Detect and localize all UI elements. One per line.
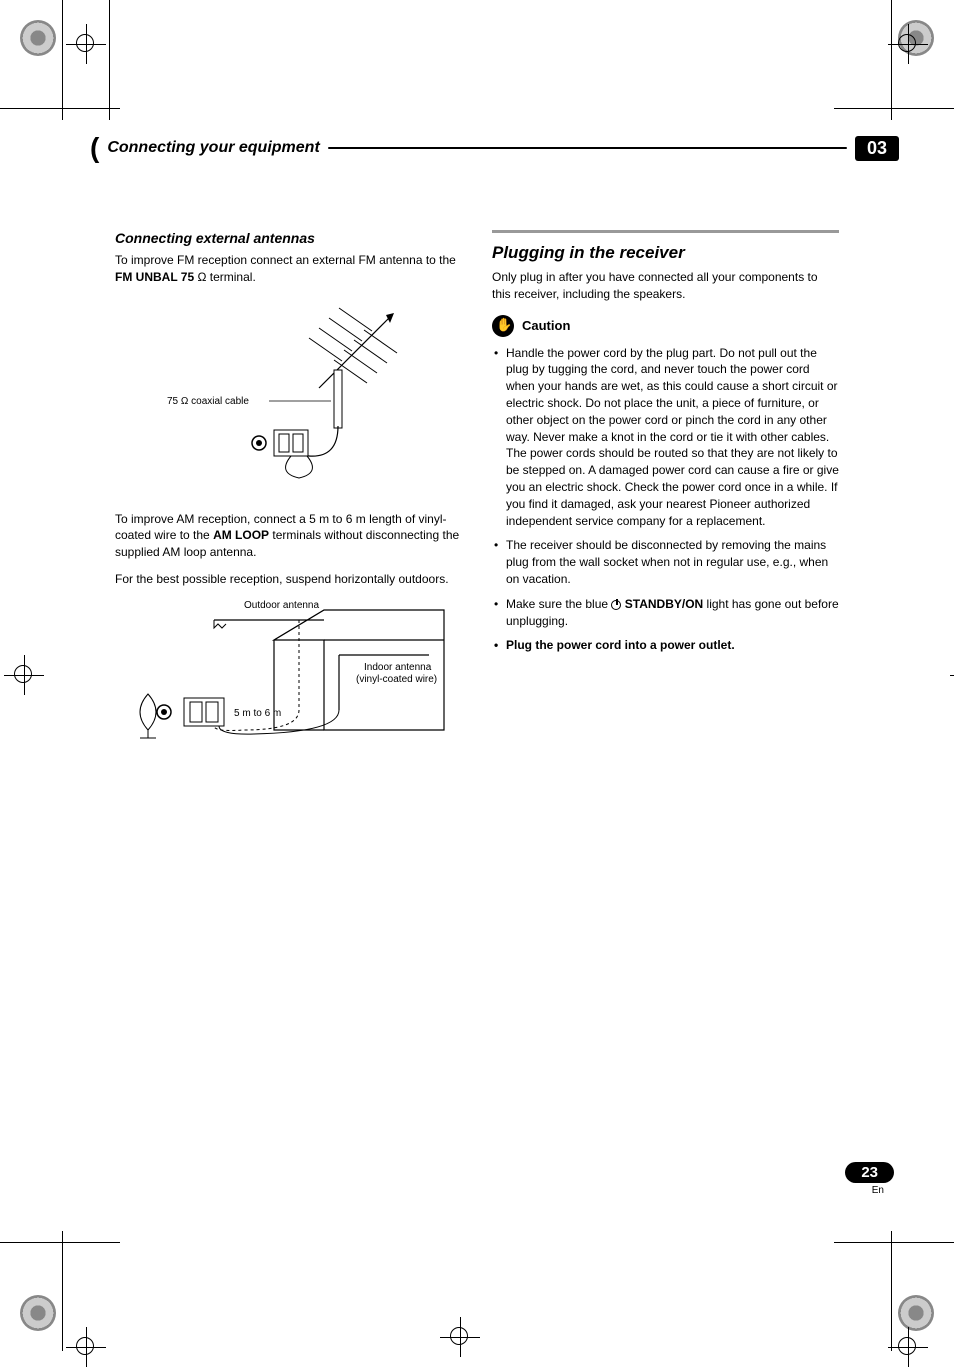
content-area: Connecting external antennas To improve … (115, 230, 839, 813)
caution-bullet-1: Handle the power cord by the plug part. … (492, 345, 839, 530)
open-paren-icon: ( (90, 137, 99, 159)
fm-intro-text: To improve FM reception connect an exter… (115, 252, 462, 286)
reg-line (62, 1231, 63, 1351)
crop-mark-br (898, 1295, 934, 1331)
caution-bullet-3: Make sure the blue STANDBY/ON light has … (492, 596, 839, 630)
left-column: Connecting external antennas To improve … (115, 230, 462, 813)
registration-circle-icon (20, 20, 56, 56)
registration-circle-icon (20, 1295, 56, 1331)
fm-antenna-diagram: 75 Ω coaxial cable (115, 298, 462, 493)
svg-text:Outdoor antenna: Outdoor antenna (244, 600, 319, 611)
caution-bullet-4: Plug the power cord into a power outlet. (492, 637, 839, 654)
page-footer: 23 En (845, 1162, 894, 1196)
caution-bullet-2: The receiver should be disconnected by r… (492, 537, 839, 587)
reg-line (834, 1242, 954, 1243)
reg-line (62, 0, 63, 120)
page-number-badge: 23 (845, 1162, 894, 1183)
caution-hand-icon (492, 315, 514, 337)
svg-text:5 m to 6 m: 5 m to 6 m (234, 708, 281, 719)
chapter-title: Connecting your equipment (107, 139, 319, 157)
chapter-number-badge: 03 (855, 136, 899, 161)
header-rule (328, 147, 847, 149)
caution-heading: Caution (492, 315, 839, 337)
reg-line (0, 108, 120, 109)
reg-line (109, 0, 110, 120)
reg-line (891, 0, 892, 120)
crop-mark-tl (20, 20, 56, 56)
text-span: Make sure the blue (506, 597, 611, 611)
reception-tip-text: For the best possible reception, suspend… (115, 571, 462, 588)
fm-terminal-name: FM UNBAL 75 (115, 270, 194, 284)
plugging-intro: Only plug in after you have connected al… (492, 269, 839, 303)
registration-circle-icon (898, 1295, 934, 1331)
am-antenna-diagram: Outdoor antenna Indoor antenna (vinyl-co… (115, 600, 462, 795)
caution-label: Caution (522, 318, 570, 333)
reg-line (891, 1231, 892, 1351)
svg-text:(vinyl-coated wire): (vinyl-coated wire) (356, 674, 437, 685)
reg-line (0, 1242, 120, 1243)
caution-bullets: Handle the power cord by the plug part. … (492, 345, 839, 655)
text-span: To improve FM reception connect an exter… (115, 253, 456, 267)
section-heading-plugging: Plugging in the receiver (492, 243, 839, 263)
reg-line (834, 108, 954, 109)
text-span: Ω terminal. (194, 270, 256, 284)
power-icon (611, 600, 621, 610)
standby-label: STANDBY/ON (625, 597, 703, 611)
page-header: ( Connecting your equipment 03 (90, 135, 899, 161)
svg-text:Indoor antenna: Indoor antenna (364, 662, 432, 673)
section-divider (492, 230, 839, 233)
am-terminal-name: AM LOOP (213, 528, 269, 542)
am-intro-text: To improve AM reception, connect a 5 m t… (115, 511, 462, 561)
subheading-external-antennas: Connecting external antennas (115, 230, 462, 246)
coax-label: 75 Ω coaxial cable (167, 396, 249, 407)
crop-mark-bl (20, 1295, 56, 1331)
right-column: Plugging in the receiver Only plug in af… (492, 230, 839, 813)
page-language: En (845, 1185, 884, 1196)
